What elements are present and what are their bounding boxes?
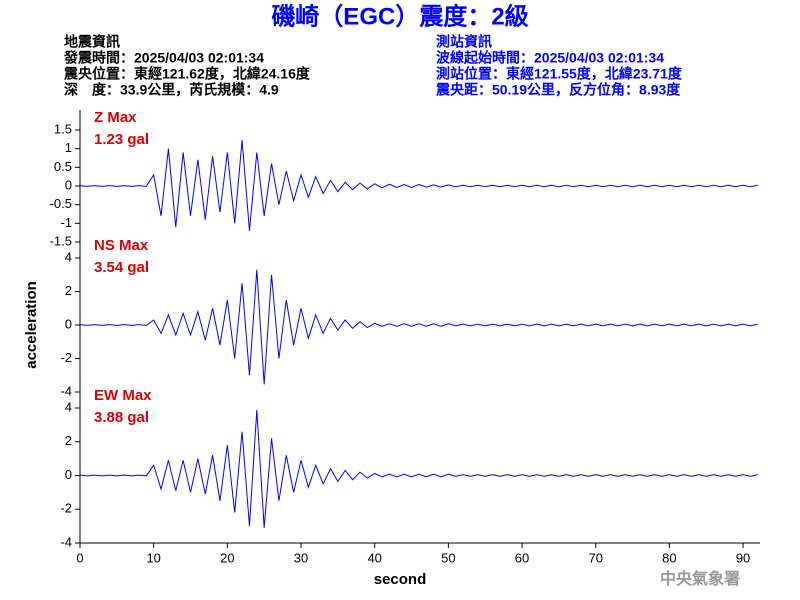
y-tick-label: -0.5 (50, 196, 72, 211)
waveform (79, 140, 758, 231)
peak-annotation: 3.88 gal (94, 409, 149, 426)
footer: 中央氣象署 (660, 569, 740, 588)
y-tick-label: 0 (65, 467, 72, 482)
x-tick-label: 20 (220, 550, 234, 565)
x-tick-label: 50 (441, 550, 455, 565)
x-tick-label: 40 (367, 550, 381, 565)
info-right: 測站位置：東經121.55度，北緯23.71度 (436, 66, 683, 82)
peak-annotation: EW Max (94, 387, 152, 404)
x-tick-label: 60 (515, 550, 529, 565)
y-tick-label: -4 (60, 534, 72, 549)
x-tick-label: 90 (736, 550, 750, 565)
y-tick-label: 0.5 (54, 159, 72, 174)
info-left: 震央位置：東經121.62度，北緯24.16度 (63, 66, 311, 82)
y-tick-label: 4 (65, 249, 72, 264)
x-tick-label: 10 (146, 550, 160, 565)
waveform (79, 409, 758, 528)
y-tick-label: -2 (60, 501, 72, 516)
peak-annotation: 3.54 gal (94, 259, 149, 276)
x-tick-label: 0 (76, 550, 83, 565)
info-right: 震央距：50.19公里，反方位角：8.93度 (435, 82, 681, 98)
peak-annotation: 1.23 gal (94, 131, 149, 148)
y-tick-label: 0 (65, 177, 72, 192)
y-tick-label: 1 (65, 140, 72, 155)
y-tick-label: -1.5 (50, 233, 72, 248)
peak-annotation: NS Max (94, 237, 149, 254)
peak-annotation: Z Max (94, 109, 137, 126)
waveform (79, 269, 758, 385)
y-axis-label: acceleration (23, 281, 40, 369)
x-tick-label: 80 (662, 550, 676, 565)
x-tick-label: 30 (294, 550, 308, 565)
x-tick-label: 70 (588, 550, 602, 565)
y-tick-label: 1.5 (54, 121, 72, 136)
y-tick-label: -4 (60, 383, 72, 398)
y-tick-label: 2 (65, 433, 72, 448)
info-left: 深 度：33.9公里，芮氏規模：4.9 (64, 82, 279, 98)
info-left: 地震資訊 (64, 34, 120, 50)
y-tick-label: -2 (60, 350, 72, 365)
info-right: 測站資訊 (436, 34, 492, 50)
x-axis-label: second (374, 571, 427, 588)
info-right: 波線起始時間：2025/04/03 02:01:34 (436, 50, 664, 66)
y-tick-label: 4 (65, 399, 72, 414)
y-tick-label: -1 (60, 215, 72, 230)
y-tick-label: 0 (65, 316, 72, 331)
info-left: 發震時間：2025/04/03 02:01:34 (63, 50, 264, 66)
y-tick-label: 2 (65, 283, 72, 298)
title: 磯崎（EGC）震度：2級 (271, 2, 528, 30)
